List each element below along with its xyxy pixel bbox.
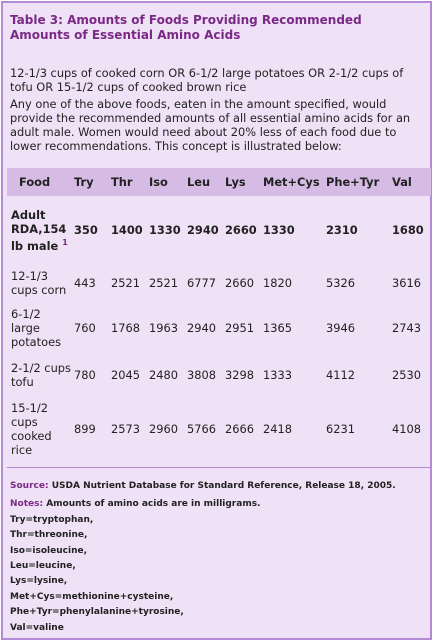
header-cell: Phe+Tyr — [323, 168, 389, 196]
abbreviation-item: Lys=lysine, — [10, 576, 68, 587]
table-cell: 5326 — [326, 276, 355, 290]
table-cell: 760 — [74, 321, 96, 335]
table-cell: 1680 — [392, 223, 424, 237]
abbreviation-item: Iso=isoleucine, — [10, 545, 88, 556]
table-row-rda: Adult RDA,154 lb male 1 350 1400 1330 29… — [7, 196, 431, 264]
row-label: 15-1/2 cups cooked rice — [11, 401, 52, 457]
source-text: USDA Nutrient Database for Standard Refe… — [51, 481, 396, 491]
table-cell: 1400 — [111, 223, 143, 237]
table-cell: 2310 — [326, 223, 358, 237]
table-cell: 2666 — [225, 422, 254, 436]
table-cell: 1333 — [263, 368, 292, 382]
table-cell: 2045 — [111, 368, 140, 382]
notes-text: Amounts of amino acids are in milligrams… — [46, 499, 261, 510]
table-cell: 1365 — [263, 321, 292, 335]
table-row: 15-1/2 cups cooked rice 899 2573 2960 57… — [7, 396, 431, 462]
table-cell: 4108 — [392, 422, 421, 436]
table-cell: 2573 — [111, 422, 140, 436]
header-cell: Lys — [222, 168, 260, 196]
row-label: 2-1/2 cups tofu — [11, 361, 71, 389]
abbreviation-item: Val=valine — [10, 622, 64, 633]
source-note: Source: USDA Nutrient Database for Stand… — [10, 479, 428, 494]
table-cell: 2530 — [392, 368, 421, 382]
table-cell: 3808 — [187, 368, 216, 382]
table-cell: 2660 — [225, 276, 254, 290]
abbreviation-item: Leu=leucine, — [10, 561, 76, 572]
abbreviation-item: Met+Cys=methionine+cysteine, — [10, 591, 174, 602]
source-label: Source: — [10, 481, 49, 491]
table-cell: 6231 — [326, 422, 355, 436]
header-cell: Try — [71, 168, 108, 196]
amino-acid-table: Food Try Thr Iso Leu Lys Met+Cys Phe+Tyr… — [7, 168, 431, 462]
table-row: 6-1/2 large potatoes 760 1768 1963 2940 … — [7, 302, 431, 354]
table-cell: 2951 — [225, 321, 254, 335]
table-row: 2-1/2 cups tofu 780 2045 2480 3808 3298 … — [7, 354, 431, 396]
table-cell: 2940 — [187, 321, 216, 335]
table-cell: 2521 — [149, 276, 178, 290]
table-cell: 899 — [74, 422, 96, 436]
table-cell: 4112 — [326, 368, 355, 382]
abbreviation-item: Thr=threonine, — [10, 530, 88, 541]
table-title: Table 3: Amounts of Foods Providing Reco… — [10, 13, 362, 42]
row-label: Adult RDA,154 lb male 1 — [7, 196, 71, 264]
header-cell: Food — [7, 168, 71, 196]
table-cell: 2940 — [187, 223, 219, 237]
abbreviation-item: Phe+Tyr=phenylalanine+tyrosine, — [10, 607, 184, 618]
intro-paragraph-1: 12-1/3 cups of cooked corn OR 6-1/2 larg… — [10, 66, 404, 94]
table-cell: 2480 — [149, 368, 178, 382]
table-footer: Source: USDA Nutrient Database for Stand… — [10, 479, 428, 636]
table-cell: 3616 — [392, 276, 421, 290]
table-row: 12-1/3 cups corn 443 2521 2521 6777 2660… — [7, 264, 431, 302]
table-cell: 350 — [74, 223, 98, 237]
row-label: 12-1/3 cups corn — [11, 269, 67, 297]
rda-label: Adult RDA,154 lb male — [11, 207, 67, 253]
abbreviation-item: Try=tryptophan, — [10, 514, 94, 525]
table-cell: 5766 — [187, 422, 216, 436]
header-cell: Thr — [108, 168, 146, 196]
header-cell: Iso — [146, 168, 184, 196]
footnote-link[interactable]: 1 — [62, 237, 68, 247]
table-cell: 1820 — [263, 276, 292, 290]
intro-paragraph-2: Any one of the above foods, eaten in the… — [10, 97, 411, 153]
table-cell: 6777 — [187, 276, 216, 290]
table-cell: 3946 — [326, 321, 355, 335]
table-cell: 1768 — [111, 321, 140, 335]
intro-text: 12-1/3 cups of cooked corn OR 6-1/2 larg… — [10, 66, 425, 156]
table-cell: 2418 — [263, 422, 292, 436]
table-header-row: Food Try Thr Iso Leu Lys Met+Cys Phe+Tyr… — [7, 168, 431, 196]
notes-label: Notes: — [10, 499, 44, 510]
divider — [7, 467, 431, 468]
notes: Notes: Amounts of amino acids are in mil… — [10, 497, 428, 512]
table-cell: 443 — [74, 276, 96, 290]
table-cell: 1330 — [149, 223, 181, 237]
table-cell: 2960 — [149, 422, 178, 436]
table-cell: 3298 — [225, 368, 254, 382]
table-cell: 2743 — [392, 321, 421, 335]
table-cell: 1330 — [263, 223, 295, 237]
header-cell: Met+Cys — [260, 168, 323, 196]
row-label: 6-1/2 large potatoes — [11, 307, 62, 349]
table-cell: 1963 — [149, 321, 178, 335]
header-cell: Leu — [184, 168, 222, 196]
header-cell: Val — [389, 168, 431, 196]
table-cell: 780 — [74, 368, 96, 382]
table-cell: 2521 — [111, 276, 140, 290]
table-cell: 2660 — [225, 223, 257, 237]
